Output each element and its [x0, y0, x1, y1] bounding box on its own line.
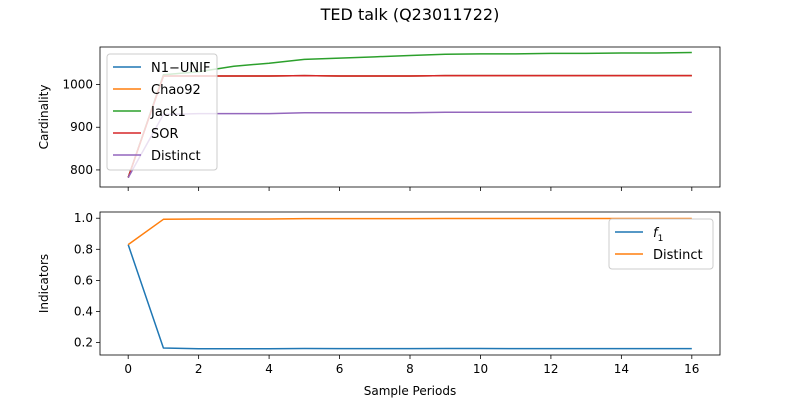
series-line	[127, 51, 692, 178]
y-tick-label: 1000	[62, 78, 93, 92]
x-tick-label: 4	[265, 362, 273, 376]
legend-label: Chao92	[151, 83, 201, 98]
legend-label: N1−UNIF	[151, 61, 210, 76]
y-axis-label: Indicators	[37, 254, 51, 313]
x-tick-label: 0	[124, 362, 132, 376]
x-tick-label: 16	[684, 362, 699, 376]
y-tick-label: 800	[70, 163, 93, 177]
y-tick-label: 0.2	[74, 336, 93, 350]
cardinality-panel: 800 900 1000 Cardinality N1−UNIF Chao92 Jack1 S…	[37, 46, 721, 191]
x-tick-label: 14	[614, 362, 629, 376]
axes-frame	[99, 211, 721, 356]
legend-label: Jack1	[150, 105, 186, 120]
y-tick-label: 1.0	[74, 211, 93, 225]
x-tick-label: 6	[336, 362, 344, 376]
legend-label: SOR	[151, 127, 179, 142]
indicators-panel: 0 2 4 6 8 10 12 14 16 0.2 0.4 0.6 0.8 1.0 Indicators Sa…	[37, 211, 721, 398]
series-line	[127, 244, 692, 350]
figure-title: TED talk (Q23011722)	[320, 5, 500, 24]
y-tick-label: 0.6	[74, 273, 93, 287]
y-tick-label: 900	[70, 120, 93, 134]
x-tick-label: 8	[406, 362, 414, 376]
legend: N1−UNIF Chao92 Jack1 SOR Distinct	[106, 53, 218, 171]
x-tick-label: 12	[543, 362, 558, 376]
legend-label: f1	[653, 226, 663, 244]
series-line	[127, 74, 692, 178]
x-tick-label: 10	[473, 362, 488, 376]
legend-label: Distinct	[653, 248, 703, 263]
legend: f1 Distinct	[608, 218, 714, 270]
series-line	[127, 111, 692, 178]
axes-frame	[99, 46, 721, 188]
legend-label-subscript: 1	[658, 234, 664, 244]
y-axis-label: Cardinality	[37, 85, 51, 150]
series-line	[127, 217, 692, 246]
legend-label: Distinct	[151, 149, 201, 164]
y-tick-label: 0.4	[74, 304, 93, 318]
x-axis-label: Sample Periods	[364, 384, 456, 398]
legend-box	[106, 53, 218, 171]
y-tick-label: 0.8	[74, 242, 93, 256]
x-tick-label: 2	[195, 362, 203, 376]
